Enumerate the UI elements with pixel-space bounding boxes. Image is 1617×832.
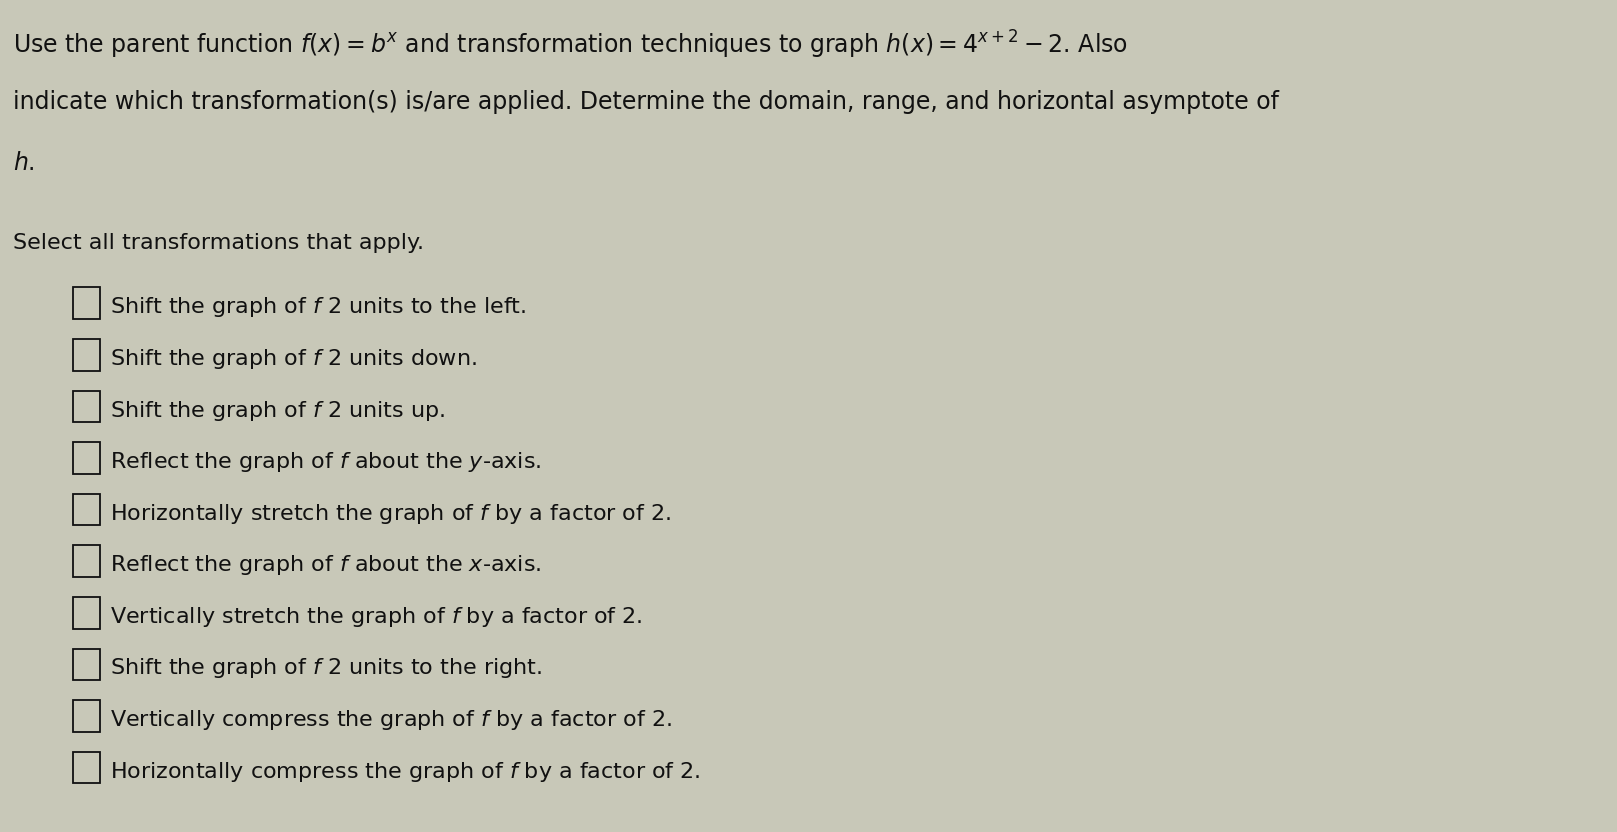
Text: Horizontally stretch the graph of $f$ by a factor of 2.: Horizontally stretch the graph of $f$ by… [110, 502, 671, 526]
Text: Shift the graph of $f$ 2 units down.: Shift the graph of $f$ 2 units down. [110, 347, 477, 371]
Bar [73, 752, 100, 784]
Bar [73, 649, 100, 680]
Text: indicate which transformation(s) is/are applied. Determine the domain, range, an: indicate which transformation(s) is/are … [13, 90, 1279, 114]
Text: Reflect the graph of $f$ about the $y$-axis.: Reflect the graph of $f$ about the $y$-a… [110, 450, 542, 474]
Text: Shift the graph of $f$ 2 units to the right.: Shift the graph of $f$ 2 units to the ri… [110, 656, 542, 681]
Text: Shift the graph of $f$ 2 units up.: Shift the graph of $f$ 2 units up. [110, 399, 445, 423]
Text: $h$.: $h$. [13, 151, 36, 175]
Bar [73, 700, 100, 732]
Bar [73, 597, 100, 629]
Bar [73, 390, 100, 422]
Bar [73, 288, 100, 319]
Text: Reflect the graph of $f$ about the $x$-axis.: Reflect the graph of $f$ about the $x$-a… [110, 553, 542, 577]
Text: Use the parent function $f(x) = b^x$ and transformation techniques to graph $h(x: Use the parent function $f(x) = b^x$ and… [13, 29, 1129, 62]
Text: Horizontally compress the graph of $f$ by a factor of 2.: Horizontally compress the graph of $f$ b… [110, 760, 700, 784]
Bar [73, 339, 100, 371]
Text: Shift the graph of $f$ 2 units to the left.: Shift the graph of $f$ 2 units to the le… [110, 295, 526, 319]
Text: Select all transformations that apply.: Select all transformations that apply. [13, 233, 424, 253]
Bar [73, 493, 100, 526]
Bar [73, 443, 100, 474]
Text: Vertically stretch the graph of $f$ by a factor of 2.: Vertically stretch the graph of $f$ by a… [110, 605, 642, 629]
Bar [73, 546, 100, 577]
Text: Vertically compress the graph of $f$ by a factor of 2.: Vertically compress the graph of $f$ by … [110, 708, 673, 732]
